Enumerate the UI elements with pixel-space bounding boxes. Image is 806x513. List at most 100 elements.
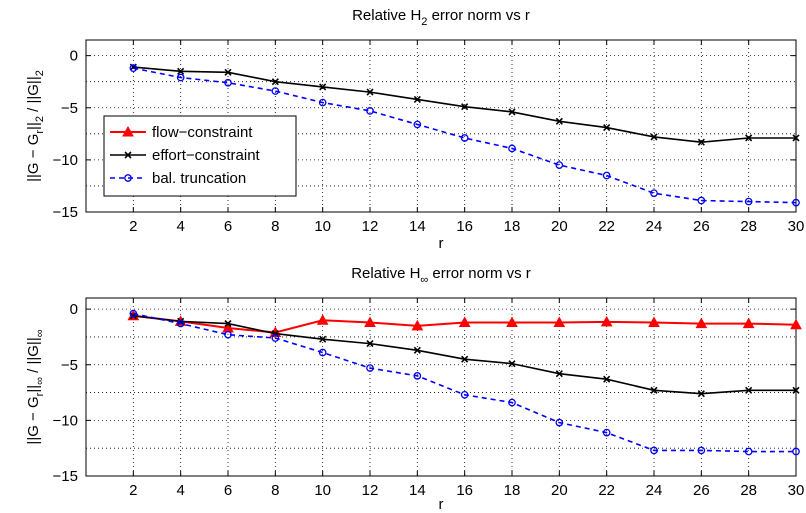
legend-marker bbox=[124, 174, 132, 182]
data-point bbox=[508, 108, 516, 116]
x-tick-label: 18 bbox=[504, 218, 521, 235]
x-tick-label: 10 bbox=[314, 218, 331, 235]
data-point bbox=[413, 120, 422, 129]
data-point bbox=[555, 117, 563, 125]
data-point bbox=[411, 319, 424, 331]
data-point bbox=[648, 316, 660, 327]
data-point bbox=[650, 133, 658, 141]
legend: flow−constraint effort−constraint bal. tru… bbox=[103, 115, 297, 197]
data-point bbox=[318, 98, 327, 107]
data-point bbox=[792, 134, 800, 142]
x-tick-label: 24 bbox=[646, 218, 663, 235]
data-point bbox=[366, 107, 374, 115]
x-tick-label: 6 bbox=[224, 482, 232, 499]
legend-marker bbox=[122, 125, 134, 137]
x-tick-label: 4 bbox=[176, 218, 184, 235]
data-point bbox=[792, 198, 800, 207]
chart-title: Relative H∞ error norm vs r bbox=[351, 265, 531, 286]
series-line bbox=[133, 312, 796, 453]
data-point bbox=[319, 335, 327, 343]
y-tick-label: −5 bbox=[61, 100, 78, 117]
data-point bbox=[650, 446, 658, 455]
x-tick-label: 16 bbox=[456, 482, 473, 499]
x-tick-label: 26 bbox=[693, 218, 710, 235]
data-point bbox=[602, 428, 611, 437]
data-point bbox=[224, 330, 232, 339]
data-point bbox=[603, 375, 611, 383]
chart-title-text: error norm vs r bbox=[427, 7, 530, 24]
legend-label: flow−constraint bbox=[152, 124, 253, 141]
x-tick-label: 30 bbox=[788, 218, 805, 235]
data-point bbox=[508, 398, 516, 407]
data-point bbox=[792, 386, 800, 394]
y-tick-label: −10 bbox=[53, 152, 78, 169]
chart-title-subscript: 2 bbox=[421, 16, 427, 28]
data-point bbox=[316, 314, 329, 325]
data-point bbox=[366, 340, 374, 348]
y-axis-label: ||G − Gr||∞ / ||G||∞ bbox=[25, 329, 46, 444]
data-point bbox=[460, 390, 469, 399]
chart-title: Relative H2 error norm vs r bbox=[352, 7, 530, 28]
data-point bbox=[129, 309, 138, 318]
data-point bbox=[224, 78, 232, 87]
x-tick-label: 20 bbox=[551, 482, 568, 499]
x-tick-label: 22 bbox=[598, 482, 615, 499]
x-tick-label: 24 bbox=[646, 482, 663, 499]
y-tick-label: −15 bbox=[53, 204, 78, 221]
data-point bbox=[744, 447, 753, 456]
data-point bbox=[744, 197, 753, 206]
plot-area bbox=[86, 298, 796, 476]
data-point bbox=[460, 134, 469, 142]
series-bal-truncation bbox=[129, 309, 800, 456]
x-tick-label: 8 bbox=[271, 218, 279, 235]
data-point bbox=[458, 316, 471, 327]
x-tick-label: 12 bbox=[362, 482, 379, 499]
data-point bbox=[742, 317, 755, 329]
x-tick-label: 10 bbox=[314, 482, 331, 499]
y-label-text: ||G − G bbox=[25, 134, 42, 182]
data-point bbox=[366, 88, 374, 96]
legend-marker bbox=[124, 151, 132, 159]
x-tick-label: 22 bbox=[598, 218, 615, 235]
data-point bbox=[271, 87, 280, 95]
data-point bbox=[129, 64, 138, 72]
data-point bbox=[176, 319, 185, 328]
chart-title-text: Relative H bbox=[351, 265, 420, 282]
x-tick-label: 30 bbox=[788, 482, 805, 499]
data-point bbox=[695, 317, 708, 329]
series-effort-constraint bbox=[129, 63, 800, 146]
legend-box bbox=[103, 115, 297, 197]
data-point bbox=[650, 189, 658, 198]
x-tick-label: 16 bbox=[456, 218, 473, 235]
y-label-subscript: r bbox=[34, 392, 46, 396]
x-axis-label: r bbox=[439, 496, 444, 513]
x-tick-label: 26 bbox=[693, 482, 710, 499]
y-label-text: || bbox=[25, 385, 42, 393]
data-point bbox=[271, 334, 280, 342]
y-tick-label: 0 bbox=[70, 48, 78, 65]
x-tick-label: 20 bbox=[551, 218, 568, 235]
x-axis-label: r bbox=[439, 235, 444, 252]
chart-1: Relative H2 error norm vs r2 4 6 8 10 12 14 16 1… bbox=[25, 7, 804, 252]
y-label-subscript: 2 bbox=[34, 116, 46, 122]
chart-2: Relative H∞ error norm vs r2 4 6 8 10 12 14 16 1… bbox=[25, 265, 804, 513]
y-tick-label: −10 bbox=[53, 412, 78, 429]
data-point bbox=[413, 95, 421, 103]
legend-label: bal. truncation bbox=[152, 170, 246, 187]
series-effort-constraint bbox=[129, 312, 800, 398]
axes-box bbox=[85, 39, 797, 213]
data-point bbox=[745, 386, 753, 394]
data-point bbox=[271, 78, 279, 86]
data-point bbox=[697, 390, 705, 398]
data-point bbox=[602, 171, 611, 180]
data-point bbox=[745, 134, 753, 142]
data-point bbox=[697, 138, 705, 146]
x-tick-label: 12 bbox=[362, 218, 379, 235]
legend-label: effort−constraint bbox=[152, 147, 261, 164]
data-point bbox=[555, 161, 564, 169]
x-tick-label: 4 bbox=[176, 482, 184, 499]
y-label-text: || bbox=[25, 122, 42, 130]
axes-box bbox=[85, 297, 797, 477]
y-label-subscript: ∞ bbox=[34, 329, 46, 337]
data-point bbox=[364, 316, 376, 327]
